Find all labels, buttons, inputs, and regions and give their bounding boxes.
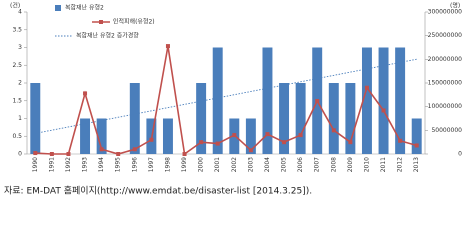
bar <box>96 118 107 154</box>
bar <box>328 83 339 154</box>
marker <box>99 147 104 152</box>
y-tick-label: 0 <box>18 151 22 158</box>
x-tick-label: 2008 <box>330 157 337 172</box>
bar <box>129 83 140 154</box>
x-tick-label: 2010 <box>363 157 370 172</box>
x-tick-label: 1992 <box>65 157 72 172</box>
marker <box>66 152 71 156</box>
legend-swatch <box>55 5 61 11</box>
marker <box>232 133 237 138</box>
x-tick-label: 2012 <box>397 157 404 172</box>
line <box>35 45 417 156</box>
y2-tick-label: 250000000 <box>428 32 463 39</box>
marker <box>398 138 403 143</box>
legend-label: 인적피해(유형2) <box>113 18 155 26</box>
x-tick-label: 1990 <box>32 157 39 172</box>
bar <box>411 118 422 154</box>
y2-tick-label: 150000000 <box>428 80 463 87</box>
y-tick-label: 0.5 <box>12 133 22 140</box>
x-tick-label: 2003 <box>247 157 254 172</box>
bar <box>30 83 41 154</box>
chart: (건) (명) 자료: EM-DAT 홈페이지(http://www.emdat… <box>4 2 463 197</box>
bar <box>378 47 389 154</box>
x-tick-label: 1991 <box>48 157 55 172</box>
y2-tick-label: 0 <box>458 151 462 158</box>
x-tick-label: 1999 <box>181 157 188 172</box>
caption: 자료: EM-DAT 홈페이지(http://www.emdat.be/disa… <box>4 185 312 197</box>
y2-tick-label: 100000000 <box>428 103 463 110</box>
marker <box>199 140 204 145</box>
bar <box>196 83 207 154</box>
x-tick-label: 1997 <box>148 157 155 172</box>
marker <box>33 151 38 156</box>
legend-swatch <box>99 20 103 24</box>
marker <box>315 98 320 103</box>
x-tick-label: 2005 <box>281 157 288 172</box>
x-tick-label: 2007 <box>314 157 321 172</box>
marker <box>215 141 220 146</box>
marker <box>414 143 419 148</box>
x-tick-label: 1994 <box>98 157 105 172</box>
x-tick-label: 1998 <box>164 157 171 172</box>
marker <box>381 108 386 113</box>
y2-axis-label: (명) <box>450 2 460 10</box>
bar <box>295 83 306 154</box>
x-tick-label: 2009 <box>347 157 354 172</box>
legend-label: 복합재난 유형2 증가경향 <box>76 32 139 40</box>
bar <box>361 47 372 154</box>
marker <box>348 140 353 145</box>
bar <box>395 47 406 154</box>
bar <box>162 118 173 154</box>
marker <box>364 85 369 90</box>
y-tick-label: 3.5 <box>12 26 22 33</box>
bar <box>245 118 256 154</box>
marker <box>331 128 336 133</box>
y-tick-label: 1.5 <box>12 97 22 104</box>
y-tick-label: 2 <box>18 80 22 87</box>
marker <box>132 147 137 152</box>
x-tick-label: 2004 <box>264 157 271 172</box>
marker <box>265 132 270 137</box>
y-tick-label: 1 <box>18 115 22 122</box>
y2-tick-label: 300000000 <box>428 9 463 16</box>
bar <box>279 83 290 154</box>
bar <box>345 83 356 154</box>
bar <box>262 47 273 154</box>
marker <box>282 140 287 145</box>
y-tick-label: 2.5 <box>12 62 22 69</box>
y2-tick-label: 50000000 <box>431 127 462 134</box>
bar <box>80 118 91 154</box>
x-tick-label: 2013 <box>413 157 420 172</box>
x-tick-label: 2000 <box>198 157 205 172</box>
marker <box>248 148 253 153</box>
marker <box>149 137 154 142</box>
marker <box>83 91 88 96</box>
marker <box>182 152 187 156</box>
y-axis-label: (건) <box>10 2 20 10</box>
marker <box>116 152 121 156</box>
bar <box>212 47 223 154</box>
x-tick-label: 2011 <box>380 157 387 172</box>
x-tick-label: 1993 <box>82 157 89 172</box>
x-tick-label: 2002 <box>231 157 238 172</box>
x-tick-label: 2006 <box>297 157 304 172</box>
x-tick-label: 2001 <box>214 157 221 172</box>
marker <box>298 133 303 138</box>
marker <box>165 44 170 49</box>
trend-line <box>35 58 417 134</box>
legend-label: 복합재난 유형2 <box>65 4 104 12</box>
y2-tick-label: 200000000 <box>428 56 463 63</box>
x-tick-label: 1995 <box>115 157 122 172</box>
y-tick-label: 4 <box>18 9 22 16</box>
y-tick-label: 3 <box>18 44 22 51</box>
marker <box>49 152 54 156</box>
x-tick-label: 1996 <box>131 157 138 172</box>
